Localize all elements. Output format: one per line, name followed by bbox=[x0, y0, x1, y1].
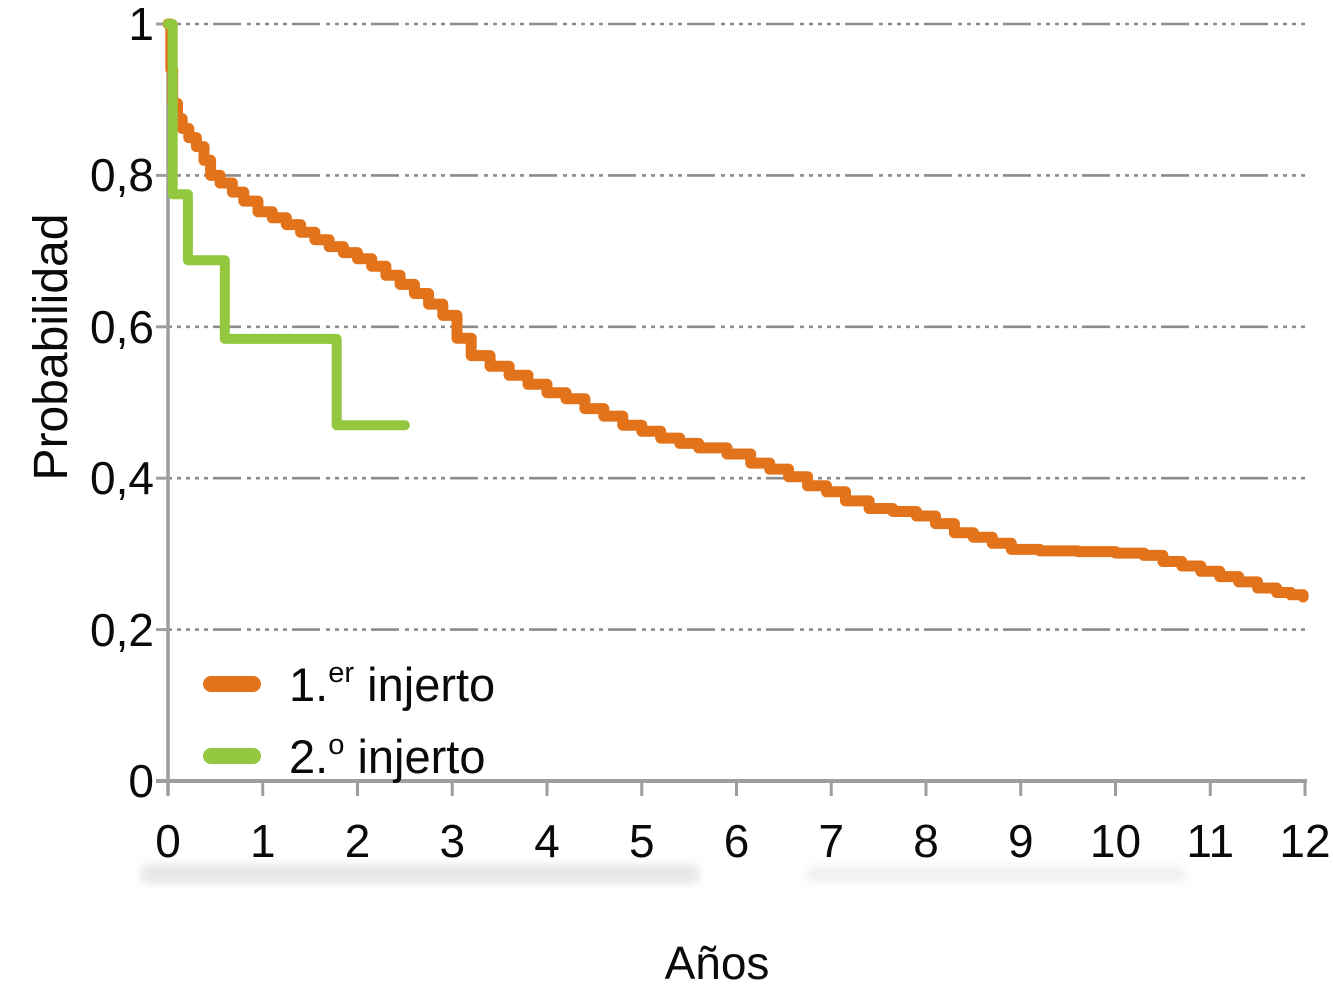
x-tick-label: 9 bbox=[1007, 815, 1034, 867]
legend: 1.er injerto 2.o injerto bbox=[203, 648, 495, 792]
x-tick-label: 10 bbox=[1089, 815, 1142, 867]
x-tick-label: 0 bbox=[155, 815, 181, 867]
y-tick-label: 0,4 bbox=[90, 452, 154, 505]
x-tick-label: 2 bbox=[344, 815, 371, 867]
second-graft-curve bbox=[163, 19, 410, 431]
second-graft-swatch bbox=[203, 748, 261, 764]
x-tick-label: 4 bbox=[534, 815, 560, 867]
y-tick-label: 0,2 bbox=[90, 603, 154, 656]
first-graft-swatch bbox=[203, 676, 261, 692]
x-tick-label: 11 bbox=[1186, 815, 1235, 867]
x-tick-label: 12 bbox=[1279, 815, 1331, 867]
first-graft-label: 1.er injerto bbox=[289, 656, 496, 711]
y-tick-label: 0,6 bbox=[90, 300, 154, 353]
x-tick-label: 7 bbox=[818, 815, 845, 867]
blurred-redaction bbox=[140, 864, 700, 884]
y-tick-label: 0,8 bbox=[90, 149, 154, 202]
second-graft-label: 2.o injerto bbox=[289, 728, 486, 783]
x-tick-label: 8 bbox=[913, 815, 939, 867]
x-tick-label: 3 bbox=[439, 815, 466, 867]
blurred-redaction bbox=[806, 866, 1186, 882]
x-tick-label: 5 bbox=[628, 815, 655, 867]
x-tick-label: 6 bbox=[723, 815, 750, 867]
first-graft-curve bbox=[162, 18, 1309, 603]
legend-item-first-graft: 1.er injerto bbox=[203, 648, 495, 720]
x-axis-title: Años bbox=[664, 937, 770, 987]
y-tick-label: 0 bbox=[128, 755, 154, 807]
y-tick-label: 1 bbox=[128, 0, 154, 50]
legend-item-second-graft: 2.o injerto bbox=[203, 720, 495, 792]
x-tick-label: 1 bbox=[249, 815, 276, 867]
